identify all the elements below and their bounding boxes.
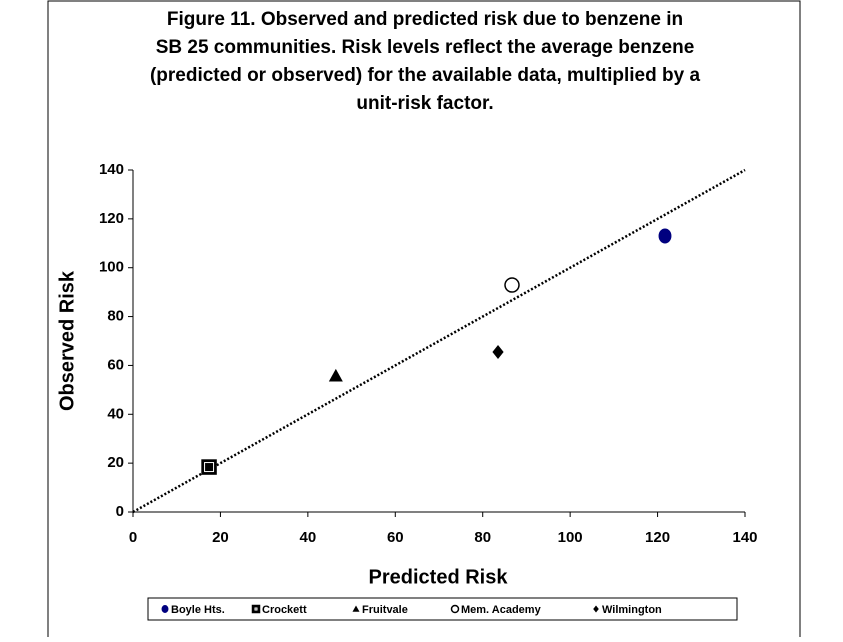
- y-tick-label: 140: [99, 161, 124, 178]
- legend-label: Crockett: [262, 604, 307, 616]
- legend-label: Mem. Academy: [461, 604, 542, 616]
- y-tick-label: 120: [99, 210, 124, 227]
- x-tick-label: 40: [300, 529, 317, 546]
- y-tick-label: 0: [116, 503, 124, 520]
- marker: [492, 344, 504, 359]
- x-tick-label: 120: [645, 529, 670, 546]
- legend-box: [147, 597, 738, 621]
- x-tick-label: 20: [212, 529, 229, 546]
- x-axis-label: Predicted Risk: [369, 566, 509, 588]
- x-tick-label: 0: [129, 529, 137, 546]
- legend-marker: [161, 605, 169, 613]
- legend-marker: [352, 605, 360, 612]
- legend-label: Wilmington: [602, 604, 662, 616]
- legend-marker: [251, 604, 261, 614]
- x-tick-label: 100: [558, 529, 583, 546]
- x-tick-label: 140: [732, 529, 757, 546]
- y-tick-label: 80: [107, 308, 124, 325]
- legend-label: Boyle Hts.: [171, 604, 225, 616]
- reference-line: [132, 168, 746, 514]
- y-axis-label: Observed Risk: [56, 270, 78, 411]
- marker: [328, 368, 343, 382]
- title-line: Figure 11. Observed and predicted risk d…: [167, 9, 683, 30]
- x-tick-label: 60: [387, 529, 404, 546]
- x-tick-label: 80: [474, 529, 491, 546]
- legend-marker: [450, 604, 460, 614]
- y-tick-label: 20: [107, 454, 124, 471]
- marker-inner: [204, 462, 215, 473]
- marker: [201, 459, 217, 475]
- marker: [658, 228, 672, 244]
- y-tick-label: 60: [107, 356, 124, 373]
- marker-inner: [254, 607, 258, 611]
- legend-label: Fruitvale: [362, 604, 408, 616]
- title-line: unit-risk factor.: [356, 93, 493, 114]
- y-tick-label: 40: [107, 405, 124, 422]
- title-line: (predicted or observed) for the availabl…: [150, 65, 701, 86]
- legend-marker: [593, 605, 599, 613]
- y-tick-label: 100: [99, 259, 124, 276]
- title-line: SB 25 communities. Risk levels reflect t…: [156, 37, 695, 58]
- marker: [504, 277, 520, 293]
- chart-frame: [47, 0, 801, 642]
